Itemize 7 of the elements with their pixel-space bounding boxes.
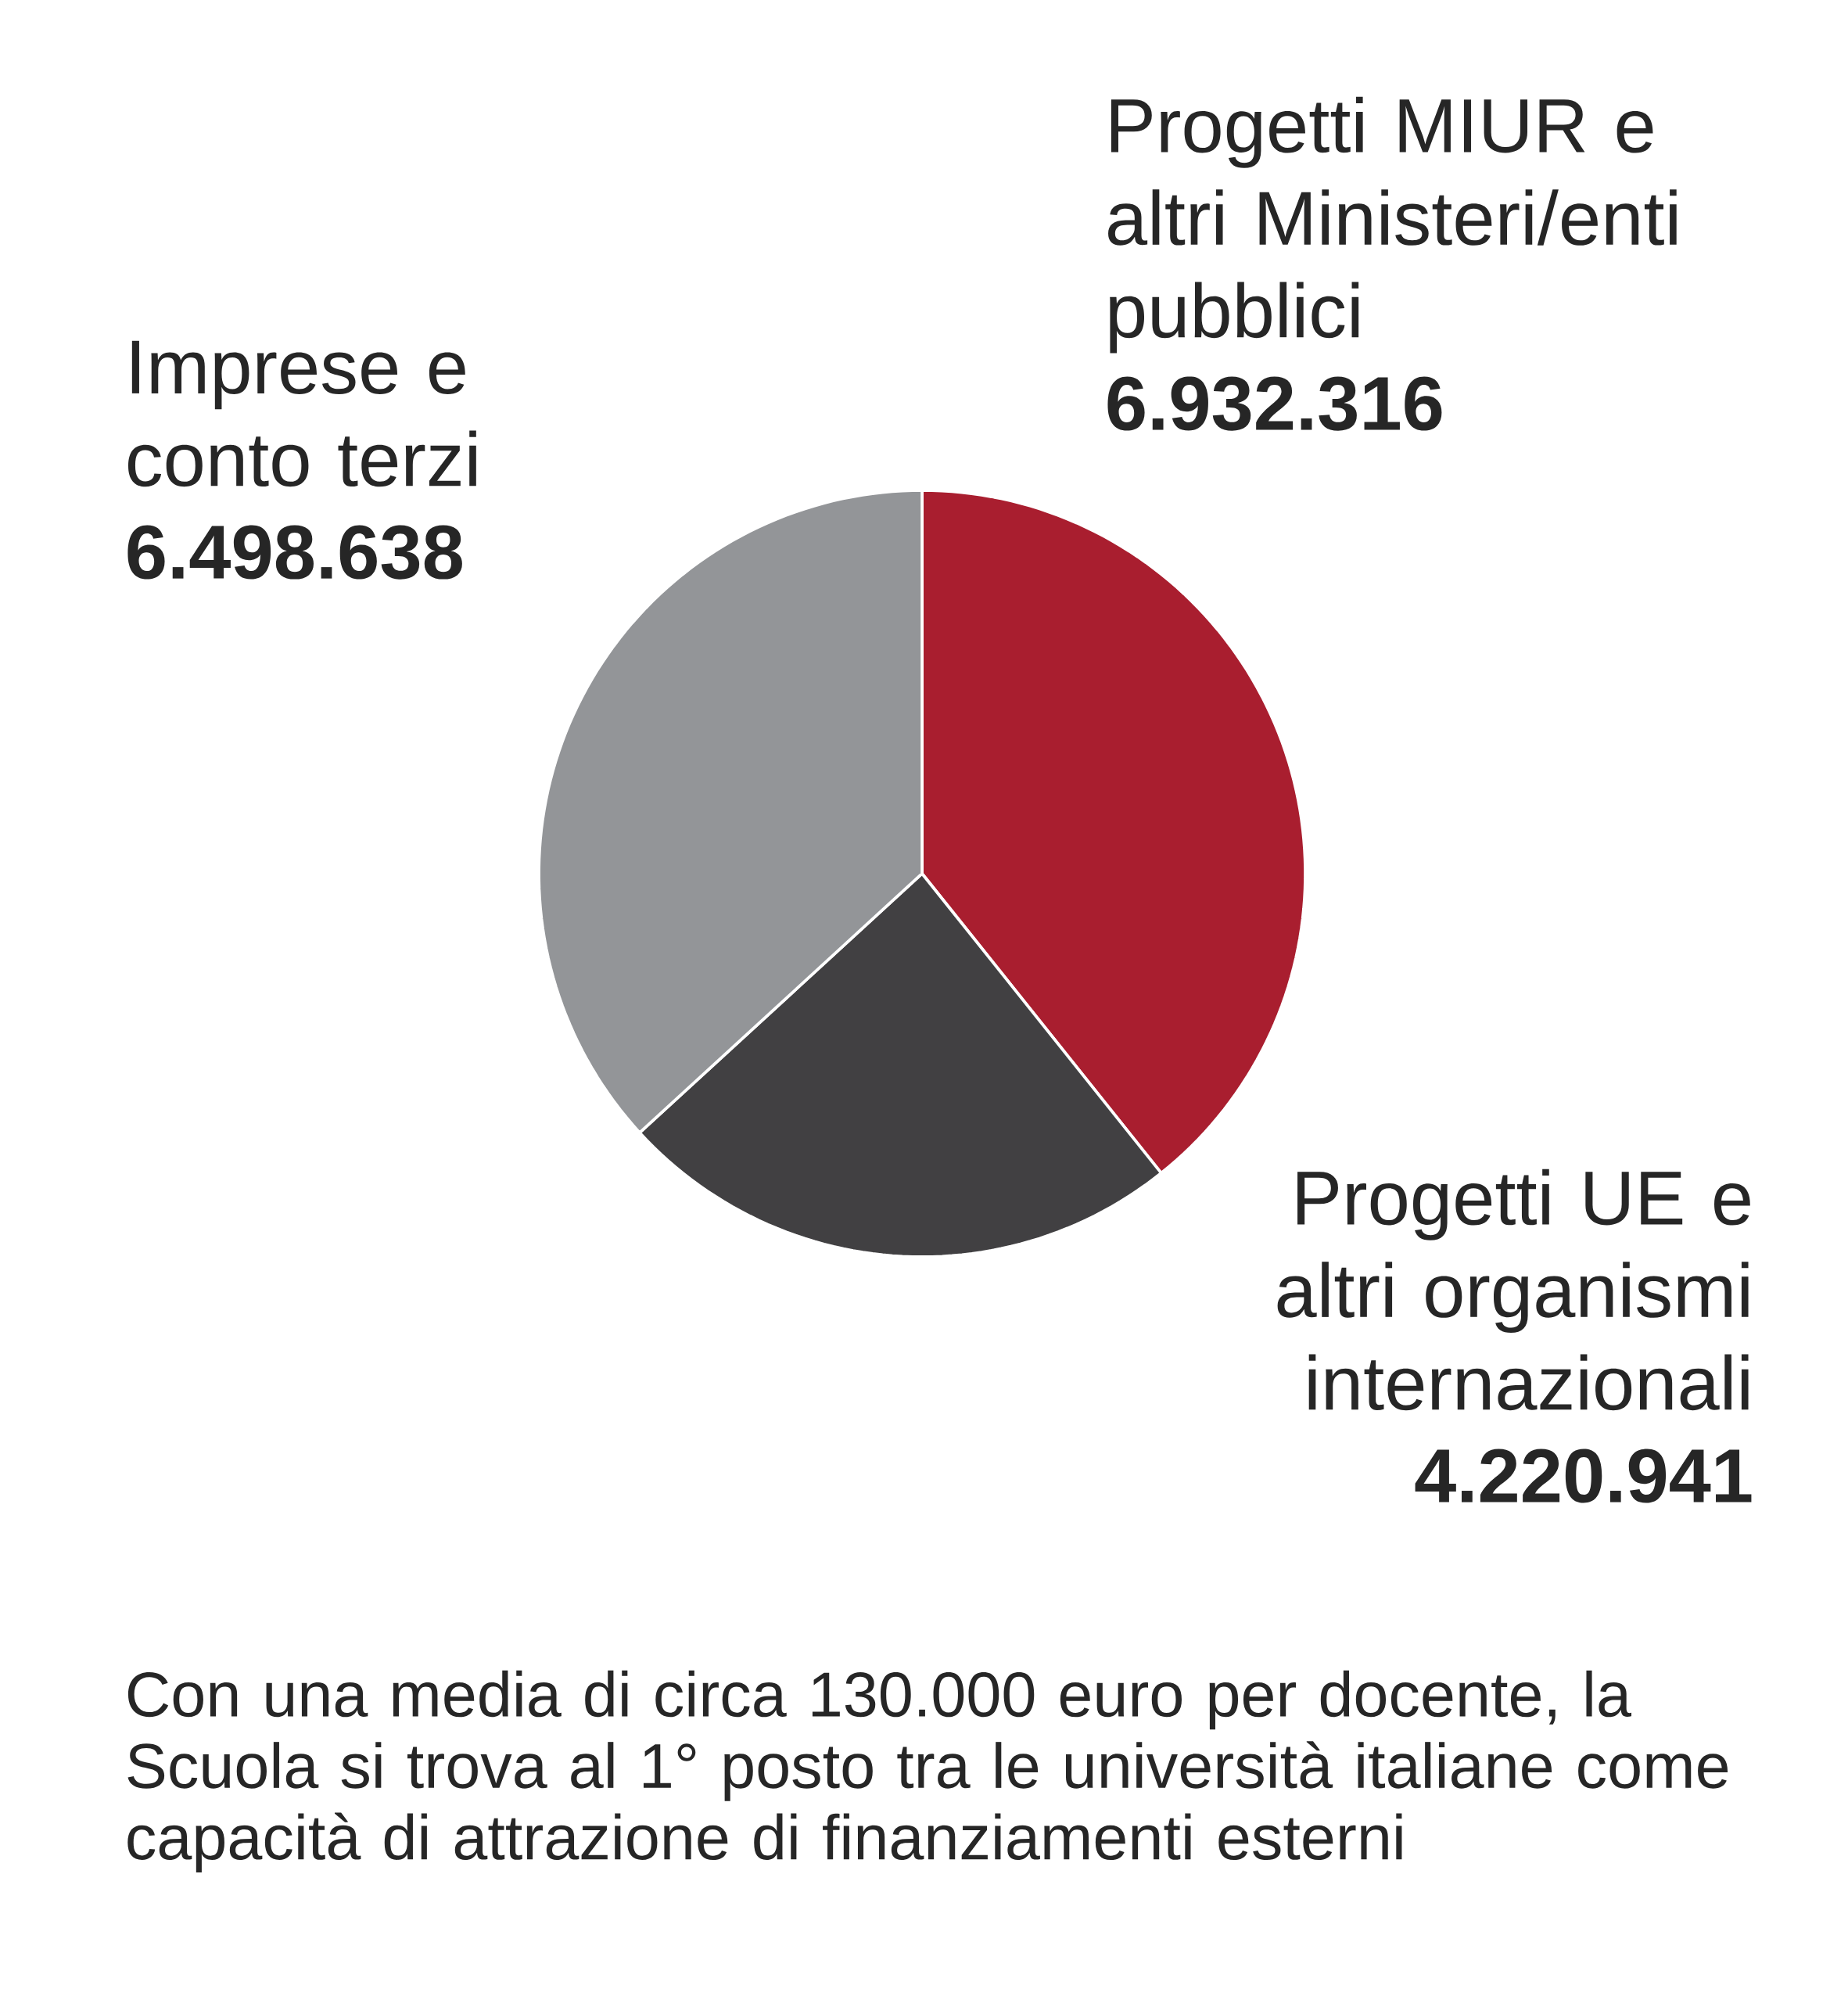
slice-label: Progetti MIUR e altri Ministeri/enti pubblici [1108, 96, 1677, 354]
data-label: 6.498.638 [127, 525, 462, 580]
data-label: 6.932.316 [1107, 376, 1442, 431]
text: Con una media di circa 130.000 euro per docente, la Scuola si trova al 1° posto tra le università italiane come capacità di attrazione di finanziamenti esterni [127, 1670, 1728, 1873]
slice-label: Progetti UE e altri organismi internazionali [1277, 1169, 1750, 1411]
data-label: 4.220.941 [1415, 1449, 1752, 1503]
slice-label: Imprese e conto terzi [127, 340, 476, 487]
